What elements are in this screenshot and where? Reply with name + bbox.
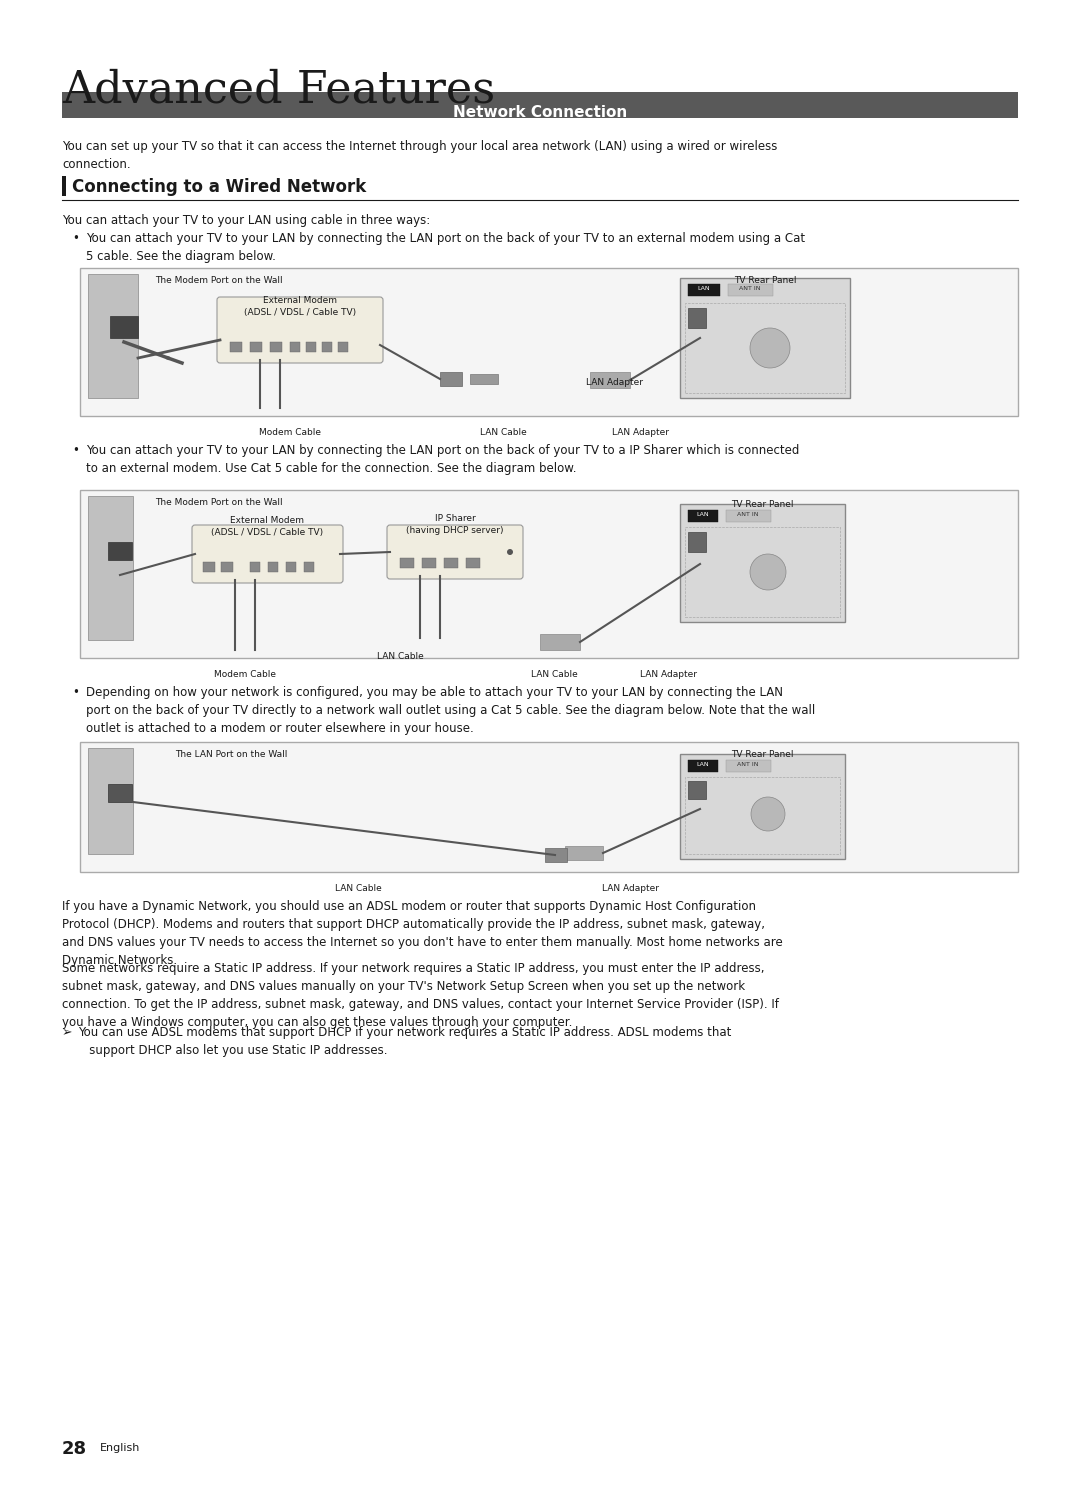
Text: (ADSL / VDSL / Cable TV): (ADSL / VDSL / Cable TV) xyxy=(244,308,356,317)
Text: The LAN Port on the Wall: The LAN Port on the Wall xyxy=(175,750,287,759)
Bar xyxy=(62,176,66,196)
Bar xyxy=(728,284,773,296)
Bar xyxy=(400,557,414,568)
Text: You can use ADSL modems that support DHCP if your network requires a Static IP a: You can use ADSL modems that support DHC… xyxy=(78,1026,731,1056)
Bar xyxy=(590,372,630,388)
Text: Some networks require a Static IP address. If your network requires a Static IP : Some networks require a Static IP addres… xyxy=(62,962,779,1029)
Text: LAN: LAN xyxy=(698,285,711,291)
Bar xyxy=(108,542,132,560)
Text: 28: 28 xyxy=(62,1440,87,1458)
Bar xyxy=(303,562,314,572)
Circle shape xyxy=(751,796,785,831)
FancyBboxPatch shape xyxy=(387,524,523,580)
Bar xyxy=(688,284,720,296)
Text: LAN: LAN xyxy=(697,512,710,517)
Bar xyxy=(286,562,296,572)
Text: You can set up your TV so that it can access the Internet through your local are: You can set up your TV so that it can ac… xyxy=(62,140,778,170)
Text: The Modem Port on the Wall: The Modem Port on the Wall xyxy=(156,276,283,285)
FancyBboxPatch shape xyxy=(80,743,1018,872)
Bar xyxy=(688,760,718,772)
Text: Modem Cable: Modem Cable xyxy=(259,427,321,438)
Text: Network Connection: Network Connection xyxy=(453,105,627,120)
Text: Modem Cable: Modem Cable xyxy=(214,669,276,678)
Bar xyxy=(87,496,133,639)
Text: •: • xyxy=(72,444,79,457)
Bar xyxy=(249,562,260,572)
Bar xyxy=(306,342,316,353)
Text: LAN Adapter: LAN Adapter xyxy=(639,669,697,678)
Text: LAN Adapter: LAN Adapter xyxy=(586,378,644,387)
Bar xyxy=(221,562,233,572)
Text: External Modem: External Modem xyxy=(230,515,305,524)
Bar xyxy=(87,273,138,397)
Text: ➢: ➢ xyxy=(62,1026,72,1038)
Text: English: English xyxy=(100,1443,140,1454)
Bar xyxy=(268,562,278,572)
Text: TV Rear Panel: TV Rear Panel xyxy=(733,276,796,285)
Text: Connecting to a Wired Network: Connecting to a Wired Network xyxy=(72,178,366,196)
Circle shape xyxy=(750,554,786,590)
Bar xyxy=(249,342,262,353)
Text: IP Sharer: IP Sharer xyxy=(434,514,475,523)
Text: You can attach your TV to your LAN by connecting the LAN port on the back of you: You can attach your TV to your LAN by co… xyxy=(86,232,805,263)
Circle shape xyxy=(750,329,789,368)
FancyBboxPatch shape xyxy=(80,267,1018,415)
Text: ANT IN: ANT IN xyxy=(738,762,759,766)
Text: (ADSL / VDSL / Cable TV): (ADSL / VDSL / Cable TV) xyxy=(212,527,324,536)
Text: Depending on how your network is configured, you may be able to attach your TV t: Depending on how your network is configu… xyxy=(86,686,815,735)
Bar xyxy=(230,342,242,353)
Bar xyxy=(444,557,458,568)
Bar xyxy=(440,372,462,385)
Text: LAN Cable: LAN Cable xyxy=(480,427,526,438)
Text: You can attach your TV to your LAN using cable in three ways:: You can attach your TV to your LAN using… xyxy=(62,214,430,227)
Bar xyxy=(203,562,215,572)
Bar xyxy=(291,342,300,353)
Bar xyxy=(726,760,771,772)
Text: LAN Adapter: LAN Adapter xyxy=(602,884,659,893)
Bar xyxy=(688,532,706,551)
Text: LAN Cable: LAN Cable xyxy=(530,669,578,678)
Text: ANT IN: ANT IN xyxy=(738,512,759,517)
Text: External Modem: External Modem xyxy=(264,296,337,305)
Bar xyxy=(322,342,332,353)
Text: ANT IN: ANT IN xyxy=(739,285,760,291)
Text: LAN Cable: LAN Cable xyxy=(335,884,381,893)
Bar xyxy=(110,317,138,338)
Bar xyxy=(338,342,348,353)
Circle shape xyxy=(507,548,513,554)
Bar xyxy=(688,308,706,329)
Text: TV Rear Panel: TV Rear Panel xyxy=(731,750,794,759)
Bar xyxy=(87,748,133,855)
FancyBboxPatch shape xyxy=(80,490,1018,657)
Text: LAN: LAN xyxy=(697,762,710,766)
Bar xyxy=(470,374,498,384)
Bar xyxy=(565,846,603,861)
FancyBboxPatch shape xyxy=(62,93,1018,118)
FancyBboxPatch shape xyxy=(680,754,845,859)
Text: •: • xyxy=(72,232,79,245)
Bar xyxy=(270,342,282,353)
Text: Advanced Features: Advanced Features xyxy=(62,69,495,111)
Text: TV Rear Panel: TV Rear Panel xyxy=(731,500,794,509)
Bar xyxy=(108,784,132,802)
FancyBboxPatch shape xyxy=(680,278,850,397)
Text: •: • xyxy=(72,686,79,699)
Bar xyxy=(540,633,580,650)
Text: You can attach your TV to your LAN by connecting the LAN port on the back of you: You can attach your TV to your LAN by co… xyxy=(86,444,799,475)
Text: LAN Adapter: LAN Adapter xyxy=(611,427,669,438)
Text: The Modem Port on the Wall: The Modem Port on the Wall xyxy=(156,498,283,506)
Bar xyxy=(545,849,567,862)
Text: If you have a Dynamic Network, you should use an ADSL modem or router that suppo: If you have a Dynamic Network, you shoul… xyxy=(62,899,783,967)
Text: (having DHCP server): (having DHCP server) xyxy=(406,526,503,535)
Bar xyxy=(688,509,718,521)
Bar xyxy=(726,509,771,521)
FancyBboxPatch shape xyxy=(680,503,845,622)
FancyBboxPatch shape xyxy=(192,524,343,583)
Bar xyxy=(688,781,706,799)
FancyBboxPatch shape xyxy=(217,297,383,363)
Text: LAN Cable: LAN Cable xyxy=(377,651,423,660)
Bar xyxy=(422,557,436,568)
Bar xyxy=(465,557,480,568)
